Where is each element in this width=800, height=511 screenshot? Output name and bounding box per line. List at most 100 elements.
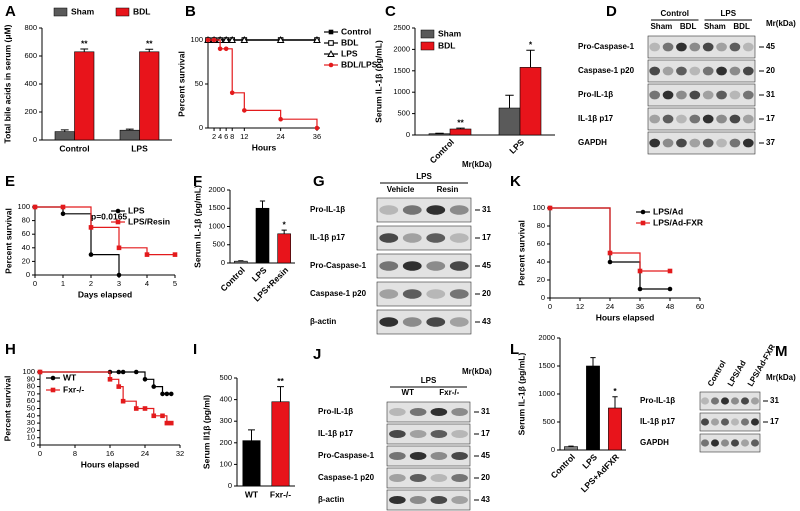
band [689, 90, 701, 100]
band [379, 233, 399, 243]
band [649, 66, 661, 76]
x-tick-label: 60 [696, 302, 704, 311]
error-bar [526, 49, 535, 68]
y-tick-label: 1500 [208, 203, 225, 212]
band [701, 439, 709, 447]
band [721, 418, 729, 426]
legend-marker [115, 208, 121, 214]
panel-letter: M [775, 343, 788, 360]
band [689, 138, 701, 148]
y-tick-label: 2000 [538, 333, 555, 342]
bar [519, 67, 542, 136]
bar [277, 233, 291, 264]
band [689, 114, 701, 124]
band [409, 496, 427, 504]
marker [217, 46, 223, 52]
band [449, 317, 469, 327]
marker [160, 413, 165, 419]
mw-label: 31 [481, 407, 490, 416]
legend-marker [328, 29, 334, 35]
band [451, 452, 468, 460]
band [676, 138, 687, 148]
band [721, 397, 729, 405]
x-tick-label: 36 [636, 302, 644, 311]
x-tick-label: 5 [173, 279, 177, 288]
band [402, 261, 422, 271]
row-label: IL-1β p17 [310, 233, 346, 242]
significance: ** [81, 38, 88, 48]
marker [314, 125, 320, 131]
band [701, 397, 709, 405]
x-tick-label: Control [59, 143, 89, 153]
x-tick-label: 6 [224, 132, 228, 141]
x-tick-label: 4 [145, 279, 149, 288]
y-tick-label: 60 [27, 396, 35, 405]
band [742, 138, 754, 148]
x-tick-label: 12 [576, 302, 584, 311]
x-tick-label: Control [549, 452, 577, 480]
band [711, 439, 719, 447]
band [379, 261, 399, 271]
y-tick-label: 500 [219, 373, 232, 382]
legend-label: LPS/Ad [653, 206, 683, 216]
marker [164, 420, 170, 426]
panel-letter: D [606, 3, 617, 20]
blot-strip [386, 401, 471, 423]
x-tick-label: 32 [176, 449, 184, 458]
panel-letter: J [313, 346, 321, 363]
band [689, 42, 701, 52]
marker [88, 252, 94, 257]
band [409, 452, 427, 460]
band [389, 452, 406, 460]
y-tick-label: 20 [537, 275, 545, 284]
band [649, 114, 661, 124]
panel-letter: A [5, 3, 16, 20]
legend-label: WT [63, 372, 77, 382]
y-tick-label: 100 [22, 367, 35, 376]
y-axis-label: Total bile acids in serum (μM) [2, 24, 12, 143]
band [702, 138, 714, 148]
x-axis-label: Hours elapsed [596, 312, 655, 322]
marker [107, 377, 113, 382]
legend-marker [328, 62, 334, 68]
legend-swatch [420, 29, 435, 39]
marker [240, 35, 249, 43]
row-label: Pro-Caspase-1 [578, 42, 635, 51]
y-tick-label: 0 [33, 135, 37, 144]
marker [168, 391, 174, 397]
band [676, 66, 687, 76]
lane-label: Resin [437, 185, 459, 194]
band [742, 90, 754, 100]
band [426, 233, 446, 243]
band [751, 397, 759, 405]
blot-strip [647, 59, 756, 83]
x-tick-label: Control [428, 137, 456, 165]
lane-label: LPS/Ad [726, 359, 748, 388]
y-tick-label: 40 [537, 257, 545, 266]
marker [116, 245, 122, 251]
mw-label: 17 [770, 417, 779, 426]
mw-label: 20 [482, 289, 491, 298]
row-label: Caspase-1 p20 [310, 289, 367, 298]
y-tick-label: 200 [219, 438, 232, 447]
panel-letter: E [5, 173, 15, 190]
error-bar [145, 48, 154, 52]
y-tick-label: 0 [199, 123, 203, 132]
band [389, 496, 406, 504]
significance: * [283, 219, 287, 229]
error-bar [277, 386, 284, 402]
band [402, 289, 422, 299]
lane-label: WT [402, 388, 415, 397]
x-tick-label: 12 [240, 132, 248, 141]
band [430, 452, 448, 460]
x-axis-label: Hours elapsed [81, 459, 140, 469]
band [731, 439, 739, 447]
mw-header: Mr(kDa) [462, 367, 492, 376]
band [426, 317, 446, 327]
panel-letter: G [313, 173, 325, 190]
y-axis-label: Percent survival [2, 376, 12, 442]
legend-swatch [53, 7, 68, 17]
band [701, 418, 709, 426]
band [662, 90, 674, 100]
marker [637, 268, 643, 274]
